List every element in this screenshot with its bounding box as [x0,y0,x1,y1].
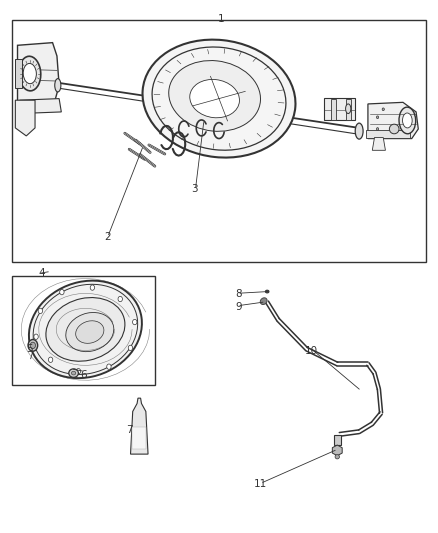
Polygon shape [18,43,59,101]
Bar [132,427,146,449]
Ellipse shape [403,113,412,128]
Text: 9: 9 [235,302,242,312]
Polygon shape [20,99,61,114]
Ellipse shape [46,297,125,361]
Ellipse shape [107,364,111,369]
Ellipse shape [49,357,53,362]
Ellipse shape [69,369,78,377]
Ellipse shape [76,321,104,343]
Ellipse shape [66,312,114,352]
Text: 10: 10 [304,346,318,356]
Ellipse shape [90,285,95,290]
Ellipse shape [389,124,399,134]
Ellipse shape [55,78,61,92]
Bar [15,59,22,88]
Ellipse shape [76,368,81,374]
Ellipse shape [376,116,378,118]
Ellipse shape [190,79,240,118]
Bar [366,130,410,138]
Ellipse shape [260,298,267,304]
Text: 6: 6 [80,370,87,380]
Ellipse shape [376,128,378,130]
Ellipse shape [265,290,269,293]
Text: 8: 8 [235,289,242,299]
Bar [346,99,351,120]
Ellipse shape [71,371,76,375]
Text: 11: 11 [254,479,267,489]
Bar [324,98,355,120]
Polygon shape [372,138,385,150]
Ellipse shape [29,281,142,378]
Ellipse shape [28,340,38,351]
Ellipse shape [60,289,64,295]
Ellipse shape [133,319,137,325]
Ellipse shape [335,455,339,459]
Text: 2: 2 [104,232,111,242]
Polygon shape [332,445,342,456]
Ellipse shape [30,342,35,349]
Ellipse shape [38,308,42,313]
Polygon shape [368,102,418,139]
Ellipse shape [142,39,296,158]
Text: 3: 3 [191,184,198,194]
Bar [331,99,336,120]
Text: 5: 5 [26,344,33,354]
Polygon shape [131,398,148,454]
Ellipse shape [34,334,38,340]
Bar [12,20,426,262]
Text: 1: 1 [218,14,225,23]
Ellipse shape [23,63,36,84]
Bar [334,435,341,445]
Ellipse shape [169,61,261,131]
Ellipse shape [19,56,41,91]
Polygon shape [15,100,35,136]
Bar [12,276,155,385]
Ellipse shape [128,345,133,351]
Text: 4: 4 [38,268,45,278]
Ellipse shape [118,296,122,302]
Ellipse shape [355,123,363,139]
Ellipse shape [382,108,385,110]
Ellipse shape [346,104,351,114]
Ellipse shape [399,107,416,134]
Text: 7: 7 [126,425,133,434]
